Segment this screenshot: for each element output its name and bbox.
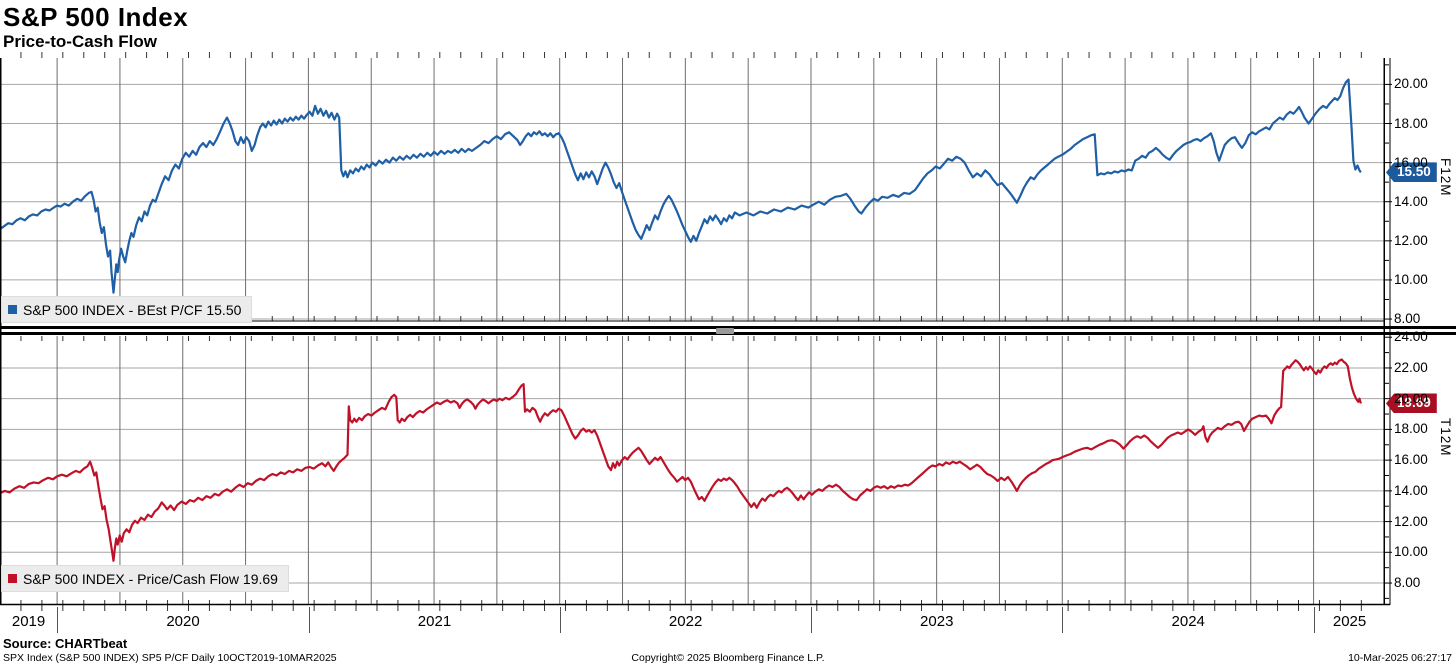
y-tick-label: 8.00 — [1394, 311, 1421, 327]
x-axis-year-label: 2023 — [920, 613, 954, 630]
year-separator — [560, 607, 562, 633]
source-detail: SPX Index (S&P 500 INDEX) SP5 P/CF Daily… — [3, 652, 337, 664]
y-tick-label: 20.00 — [1394, 76, 1428, 92]
y-tick-label: 18.00 — [1394, 421, 1428, 437]
x-axis-year-label: 2019 — [11, 613, 46, 630]
axis-title-f12m: F12M — [1438, 158, 1453, 197]
timestamp-text: 10-Mar-2025 06:27:17 — [1348, 652, 1452, 664]
y-tick-label: 14.00 — [1394, 193, 1428, 209]
copyright-text: Copyright© 2025 Bloomberg Finance L.P. — [631, 652, 825, 664]
y-tick-label: 8.00 — [1394, 575, 1421, 591]
x-axis-year-label: 2024 — [1171, 613, 1205, 630]
y-tick-label: 16.00 — [1394, 154, 1428, 170]
year-separator — [811, 607, 813, 633]
axis-title-t12m: T12M — [1438, 418, 1453, 457]
source-label: Source: CHARTbeat — [3, 636, 128, 651]
panel-divider — [0, 332, 1456, 335]
year-separator — [1062, 607, 1064, 633]
last-value-tag-red: 19.69 — [1386, 393, 1437, 414]
year-separator — [308, 607, 310, 633]
y-tick-label: 16.00 — [1394, 452, 1428, 468]
legend-label: S&P 500 INDEX - Price/Cash Flow 19.69 — [23, 570, 278, 587]
year-separator — [1314, 607, 1316, 633]
y-tick-label: 22.00 — [1394, 359, 1428, 375]
y-tick-label: 18.00 — [1394, 115, 1428, 131]
y-tick-label: 12.00 — [1394, 513, 1428, 529]
page-title: S&P 500 Index — [3, 2, 189, 32]
x-axis-year-label: 2021 — [417, 613, 452, 630]
y-tick-label: 12.00 — [1394, 232, 1428, 248]
x-axis-year-label: 2022 — [668, 613, 703, 630]
legend-bottom-series[interactable]: S&P 500 INDEX - Price/Cash Flow 19.69 — [1, 565, 289, 592]
y-tick-label: 24.00 — [1394, 329, 1428, 345]
y-tick-label: 10.00 — [1394, 544, 1428, 560]
page-subtitle: Price-to-Cash Flow — [3, 32, 157, 51]
series-line-top — [0, 78, 1362, 294]
legend-swatch-blue — [8, 305, 17, 314]
legend-label: S&P 500 INDEX - BEst P/CF 15.50 — [23, 301, 242, 318]
year-separator — [57, 607, 59, 633]
panel-divider-handle[interactable] — [716, 327, 734, 334]
y-tick-label: 20.00 — [1394, 390, 1428, 406]
legend-swatch-red — [8, 574, 17, 583]
last-value-tag-blue: 15.50 — [1386, 162, 1437, 183]
x-axis-year-label: 2020 — [166, 613, 200, 630]
x-axis-year-label: 2025 — [1332, 613, 1367, 630]
series-line-bottom — [0, 358, 1362, 562]
y-tick-label: 10.00 — [1394, 271, 1428, 287]
chart-canvas[interactable] — [0, 0, 1456, 648]
legend-top-series[interactable]: S&P 500 INDEX - BEst P/CF 15.50 — [1, 296, 253, 323]
y-tick-label: 14.00 — [1394, 482, 1428, 498]
